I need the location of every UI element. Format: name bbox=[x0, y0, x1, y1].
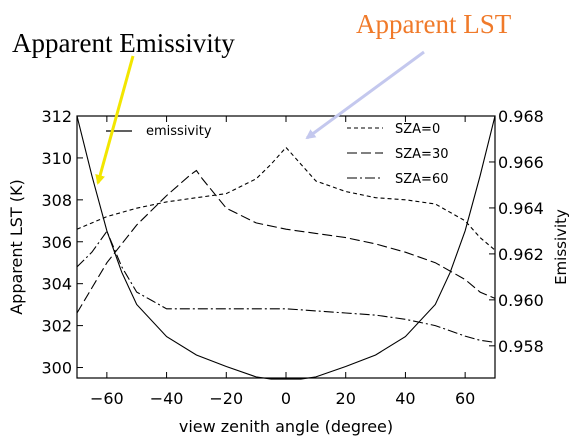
callout-apparent-emissivity: Apparent Emissivity bbox=[12, 28, 235, 58]
y-tick-label: 302 bbox=[41, 317, 72, 336]
x-tick-label: −60 bbox=[90, 389, 124, 408]
y2-tick-label: 0.962 bbox=[498, 245, 544, 264]
series-line-emissivity bbox=[76, 115, 496, 380]
y-tick-label: 312 bbox=[41, 107, 72, 126]
callout-arrow-emissivity bbox=[95, 55, 135, 185]
y-tick-label: 310 bbox=[41, 149, 72, 168]
y2-tick-label: 0.964 bbox=[498, 199, 544, 218]
y2-tick-label: 0.966 bbox=[498, 153, 544, 172]
y-axis-title: Apparent LST (K) bbox=[7, 179, 26, 315]
y2-tick-label: 0.958 bbox=[498, 337, 544, 356]
legend-label-sza-60: SZA=60 bbox=[395, 172, 449, 187]
series-line-sza-60 bbox=[76, 230, 496, 343]
x-tick-label: −20 bbox=[209, 389, 243, 408]
y2-axis-title: Emissivity bbox=[552, 209, 570, 285]
y-tick-label: 308 bbox=[41, 191, 72, 210]
x-tick-label: 40 bbox=[395, 389, 415, 408]
x-tick-label: 60 bbox=[455, 389, 475, 408]
y2-tick-label: 0.968 bbox=[498, 107, 544, 126]
callout-arrow-lst bbox=[305, 50, 425, 140]
y-tick-label: 304 bbox=[41, 275, 72, 294]
series-line-sza-30 bbox=[76, 169, 496, 314]
x-tick-label: −40 bbox=[150, 389, 184, 408]
x-tick-label: 20 bbox=[336, 389, 356, 408]
y-tick-label: 306 bbox=[41, 233, 72, 252]
series-line-sza-0 bbox=[76, 146, 496, 251]
x-tick-label: 0 bbox=[281, 389, 291, 408]
legend-emissivity-label: emissivity bbox=[146, 124, 212, 139]
callout-apparent-lst: Apparent LST bbox=[356, 9, 512, 39]
y2-tick-label: 0.960 bbox=[498, 291, 544, 310]
legend-label-sza-0: SZA=0 bbox=[395, 122, 440, 137]
legend-label-sza-30: SZA=30 bbox=[395, 147, 449, 162]
y-tick-label: 300 bbox=[41, 359, 72, 378]
x-axis-title: view zenith angle (degree) bbox=[179, 417, 393, 436]
